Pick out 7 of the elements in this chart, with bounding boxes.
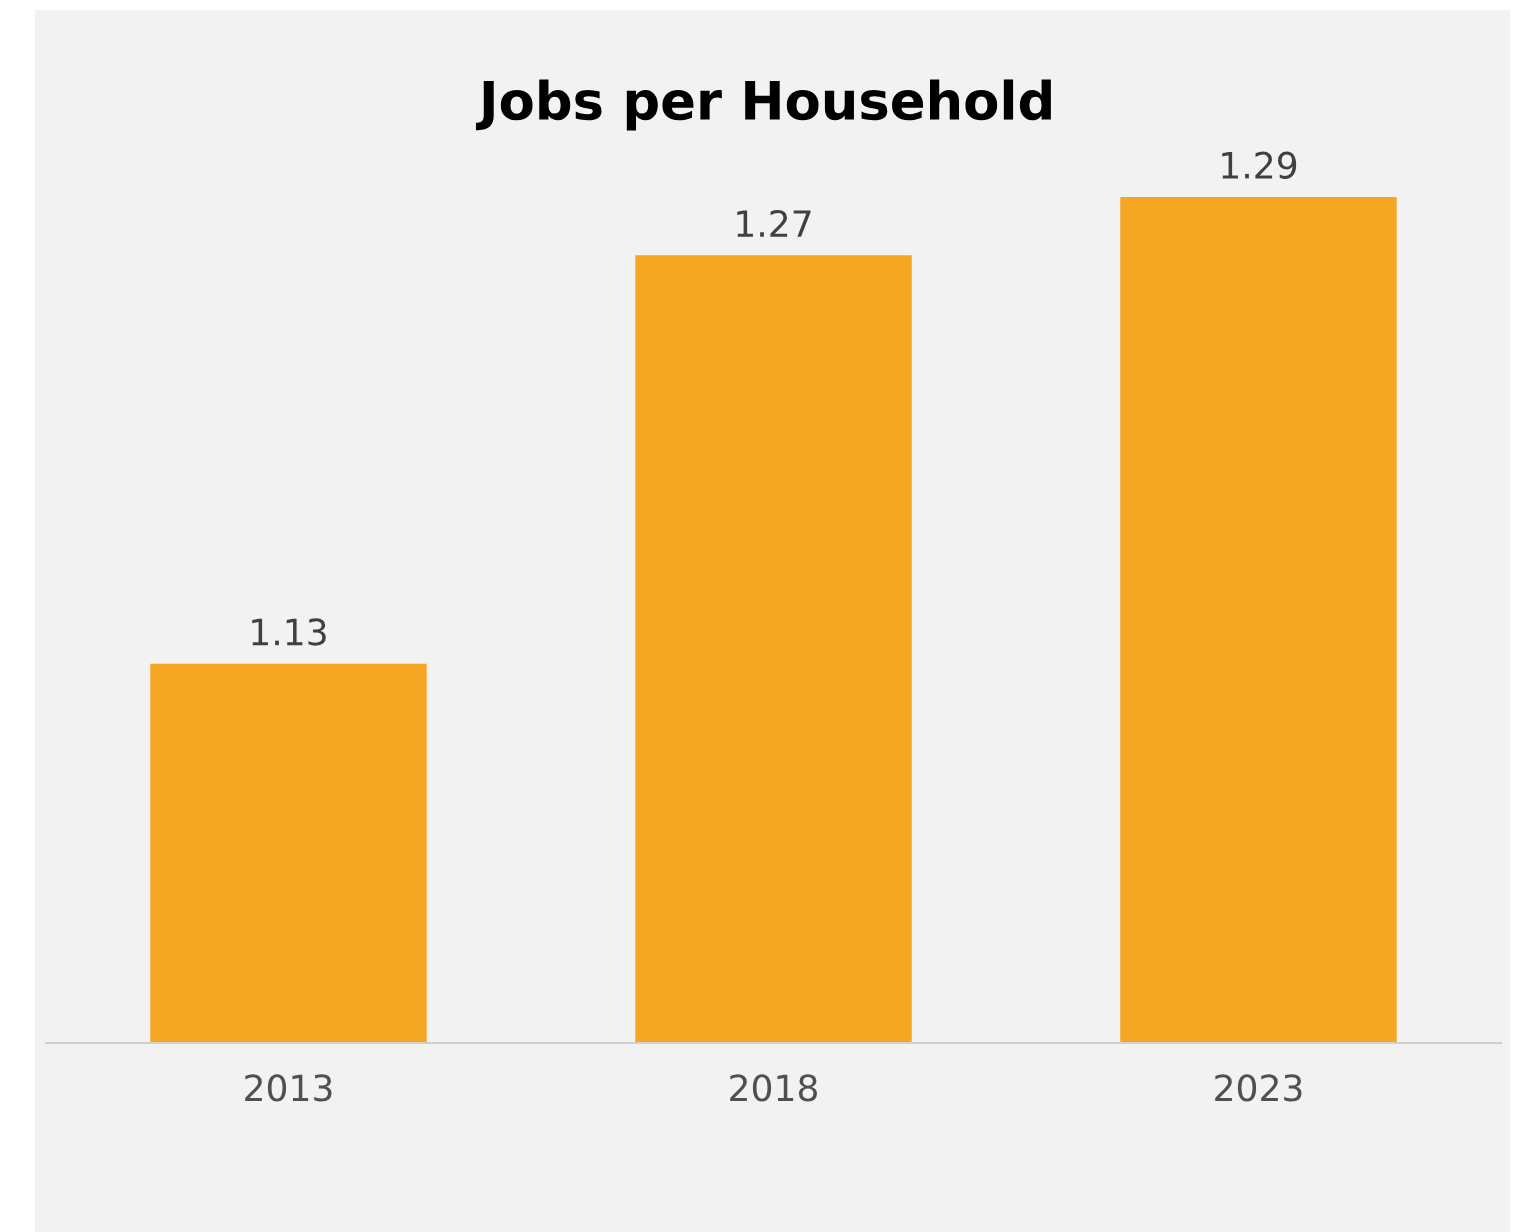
data-label: 1.29 [1222, 151, 1297, 179]
x-tick-label: 2023 [1215, 1074, 1302, 1102]
x-tick-label: 2018 [730, 1074, 817, 1102]
data-label: 1.27 [737, 209, 811, 237]
data-label: 1.13 [252, 618, 326, 646]
chart-title: Jobs per Household [475, 79, 1051, 131]
x-tick-label: 2013 [245, 1074, 332, 1102]
